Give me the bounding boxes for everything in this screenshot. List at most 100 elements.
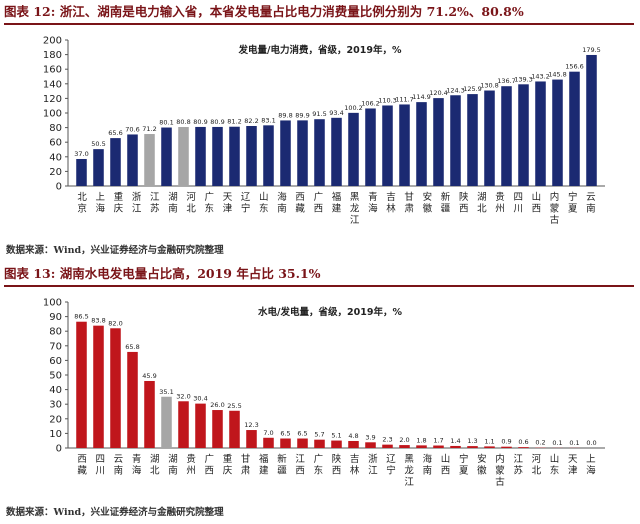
bar-value-label: 1.4 [450, 437, 460, 445]
y-tick-label: 20 [49, 414, 62, 425]
bar [212, 126, 223, 186]
y-tick-label: 100 [43, 298, 62, 309]
x-tick-label: 上海 [96, 192, 106, 215]
bar [365, 442, 376, 448]
x-tick-label: 湖南 [168, 192, 178, 215]
bar [161, 127, 172, 186]
x-tick-label: 江苏 [150, 192, 160, 215]
x-tick-label: 山西 [441, 454, 451, 477]
bar-value-label: 37.0 [74, 150, 88, 158]
figure-12-rule [4, 23, 634, 25]
bar-value-label: 5.7 [314, 431, 324, 439]
x-tick-label: 江西 [295, 454, 305, 477]
bar-value-label: 124.3 [446, 86, 465, 94]
bar [314, 119, 325, 186]
bar [433, 98, 444, 186]
bar [144, 380, 155, 448]
bar [382, 105, 393, 186]
bar [484, 446, 495, 448]
x-tick-label: 西藏 [77, 454, 87, 477]
x-tick-label: 广东 [314, 453, 324, 477]
figure-13-rule [4, 285, 634, 287]
x-tick-label: 河北 [532, 453, 542, 477]
x-tick-label: 天津 [568, 454, 578, 477]
bar [484, 90, 495, 186]
bar [416, 445, 427, 448]
bar [246, 430, 257, 448]
x-tick-label: 新疆 [277, 453, 287, 477]
bar-value-label: 0.2 [535, 439, 545, 447]
x-tick-label: 吉林 [350, 454, 360, 477]
x-tick-label: 贵州 [495, 191, 505, 215]
y-tick-label: 0 [56, 182, 62, 193]
x-tick-label: 宁夏 [568, 191, 578, 215]
bar-value-label: 26.0 [210, 401, 224, 409]
bar [178, 401, 189, 448]
x-tick-label: 重庆 [114, 191, 124, 215]
bar-value-label: 143.2 [531, 72, 550, 80]
x-tick-label: 山东 [259, 192, 269, 215]
x-tick-label: 广西 [314, 191, 324, 215]
x-tick-label: 云南 [586, 192, 596, 215]
bar [569, 71, 580, 186]
figure-12-title: 图表 12: 浙江、湖南是电力输入省，本省发电量占比电力消费量比例分别为 71.… [4, 4, 524, 19]
bar-value-label: 114.9 [412, 93, 431, 101]
bar-value-label: 1.8 [416, 436, 426, 444]
bar [229, 410, 240, 448]
bar-value-label: 3.9 [365, 433, 375, 441]
bar [297, 120, 308, 186]
x-tick-label: 江苏 [513, 454, 523, 477]
bar-value-label: 80.8 [176, 118, 190, 126]
bar-value-label: 35.1 [159, 388, 173, 396]
x-tick-label: 内蒙古 [550, 191, 560, 226]
x-tick-label: 安徽 [423, 191, 433, 215]
bar-value-label: 83.8 [91, 317, 105, 325]
figure-13-title: 图表 13: 湖南水电发电量占比高，2019 年占比 35.1% [4, 266, 321, 281]
y-tick-label: 30 [49, 400, 62, 411]
x-tick-label: 浙江 [132, 191, 142, 215]
bar [161, 396, 172, 448]
bar-value-label: 30.4 [193, 395, 207, 403]
x-tick-label: 四川 [513, 192, 523, 215]
bar [433, 445, 444, 448]
x-tick-label: 黑龙江 [350, 192, 360, 226]
bar [314, 439, 325, 448]
bar-value-label: 0.0 [586, 439, 596, 447]
y-tick-label: 120 [43, 94, 62, 105]
bar-value-label: 89.8 [278, 111, 292, 119]
bar [535, 81, 546, 186]
bar [399, 445, 410, 448]
x-tick-label: 甘肃 [241, 453, 251, 477]
x-tick-label: 甘肃 [404, 191, 414, 215]
bar [552, 79, 563, 186]
y-tick-label: 60 [49, 356, 62, 367]
bar-value-label: 145.8 [548, 71, 567, 79]
bar [93, 325, 104, 448]
x-tick-label: 贵州 [186, 453, 196, 477]
x-tick-label: 黑龙江 [404, 454, 414, 488]
bar [280, 438, 291, 448]
bar [399, 104, 410, 186]
bar-value-label: 0.9 [501, 438, 511, 446]
bar-value-label: 139.3 [514, 75, 533, 83]
x-tick-label: 北京 [77, 192, 87, 215]
bar [110, 328, 121, 448]
x-tick-label: 四川 [96, 454, 106, 477]
bar-value-label: 1.3 [467, 437, 477, 445]
y-tick-label: 20 [49, 167, 62, 178]
x-tick-label: 云南 [114, 454, 124, 477]
bar [144, 134, 155, 186]
bar [467, 446, 478, 448]
figure-13-source: 数据来源：Wind，兴业证券经济与金融研究院整理 [6, 507, 224, 518]
bar [518, 84, 529, 186]
bar [501, 446, 512, 448]
x-tick-label: 青海 [368, 191, 378, 215]
bar [280, 120, 291, 186]
chart-annotation: 水电/发电量，省级，2019年，% [258, 306, 402, 318]
bar [586, 54, 597, 187]
x-tick-label: 天津 [223, 192, 233, 215]
bar-value-label: 4.8 [348, 432, 358, 440]
bar-value-label: 80.9 [193, 118, 207, 126]
x-tick-label: 青海 [132, 453, 142, 477]
x-tick-label: 辽宁 [241, 191, 251, 215]
